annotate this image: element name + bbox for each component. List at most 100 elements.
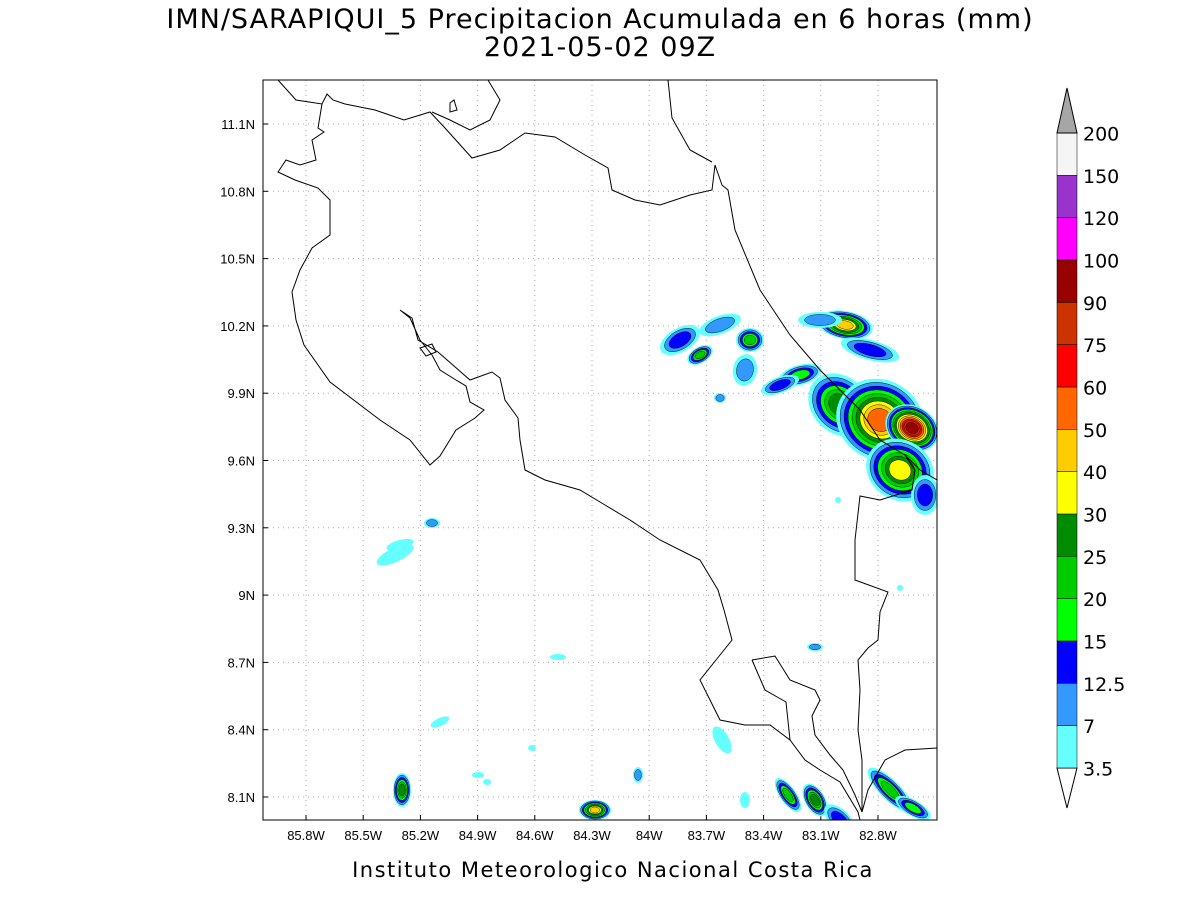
colorbar-segment	[1056, 556, 1078, 599]
precip-area	[888, 459, 912, 481]
colorbar-segment	[1056, 302, 1078, 345]
lon-tick-label: 83.1W	[802, 828, 840, 843]
lat-tick-label: 9.9N	[228, 386, 255, 401]
precip-area	[634, 769, 642, 781]
colorbar-segment	[1056, 683, 1078, 726]
colorbar-segment	[1056, 513, 1078, 557]
precip-area	[740, 792, 750, 808]
colorbar-label: 150	[1083, 166, 1119, 188]
colorbar-segment	[1056, 429, 1078, 472]
lon-tick-label: 83.7W	[688, 828, 726, 843]
precip-area	[430, 716, 450, 728]
precip-area	[782, 787, 794, 803]
precip-area	[897, 585, 903, 591]
precip-area	[528, 745, 536, 751]
colorbar-segment	[1056, 259, 1078, 303]
lat-tick-label: 8.4N	[228, 723, 255, 738]
colorbar-label: 7	[1083, 716, 1095, 738]
colorbar-segment	[1056, 598, 1078, 642]
island	[419, 343, 437, 357]
precip-area	[590, 806, 601, 814]
precip-area	[483, 779, 491, 785]
precip-area	[376, 544, 414, 566]
plot-frame	[262, 79, 938, 821]
precipitation	[376, 310, 937, 820]
subtitle: 2021-05-02 09Z	[484, 32, 716, 63]
title: IMN/SARAPIQUI_5 Precipitacion Acumulada …	[166, 4, 1033, 35]
colorbar-segment	[1056, 132, 1078, 176]
precip-area	[853, 342, 887, 358]
precip-area	[736, 358, 754, 382]
precip-area	[694, 350, 706, 360]
precip-area	[904, 802, 922, 814]
lon-tick-label: 84.6W	[516, 828, 554, 843]
footer: Instituto Meteorologico Nacional Costa R…	[352, 858, 874, 882]
precip-area	[715, 394, 725, 402]
precip-area	[905, 422, 919, 434]
precip-area	[831, 811, 849, 820]
colorbar-label: 25	[1083, 547, 1107, 569]
lon-tick-label: 85.5W	[344, 828, 382, 843]
lon-tick-label: 84.3W	[573, 828, 611, 843]
precip-area	[804, 314, 836, 326]
precip-area	[712, 726, 732, 754]
precip-area	[810, 793, 820, 807]
colorbar-label: 120	[1083, 208, 1119, 230]
precip-area	[550, 654, 566, 660]
lon-tick-label: 82.8W	[859, 828, 897, 843]
colorbar-segment	[1056, 471, 1078, 515]
lon-tick-label: 85.2W	[402, 828, 440, 843]
colorbar-label: 40	[1083, 462, 1107, 484]
colorbar-label: 50	[1083, 420, 1107, 442]
colorbar-label: 75	[1083, 335, 1107, 357]
colorbar-label: 15	[1083, 631, 1107, 653]
precip-area	[472, 772, 484, 778]
colorbar-label: 20	[1083, 589, 1107, 611]
colorbar-segment	[1056, 217, 1078, 261]
lat-tick-label: 8.1N	[228, 790, 255, 805]
coastline	[277, 103, 861, 820]
island	[449, 99, 458, 113]
colorbar-label: 100	[1083, 250, 1119, 272]
coastline	[751, 659, 791, 741]
coastline	[751, 655, 863, 813]
colorbar-label: 60	[1083, 377, 1107, 399]
colorbar-label: 200	[1083, 124, 1119, 146]
colorbar-above	[1056, 87, 1078, 134]
precip-area	[398, 783, 406, 797]
lat-tick-label: 9.6N	[228, 454, 255, 469]
precip-area	[835, 497, 841, 503]
colorbar-label: 3.5	[1083, 758, 1113, 780]
precip-area	[386, 538, 414, 552]
lat-tick-label: 10.8N	[220, 184, 255, 199]
colorbar-segment	[1056, 640, 1078, 684]
precip-area	[769, 379, 791, 391]
precip-area	[705, 316, 735, 334]
colorbar-segment	[1056, 175, 1078, 218]
precip-area	[668, 331, 692, 349]
coastlines	[277, 80, 937, 820]
colorbar-label: 90	[1083, 293, 1107, 315]
coastline	[277, 80, 723, 206]
lon-tick-label: 84.9W	[459, 828, 497, 843]
coastline	[854, 454, 916, 812]
precip-area	[426, 519, 438, 527]
lat-tick-label: 9.3N	[228, 521, 255, 536]
lat-tick-label: 10.2N	[220, 319, 255, 334]
colorbar-label: 12.5	[1083, 674, 1125, 696]
colorbar-segment	[1056, 725, 1078, 769]
lon-tick-label: 83.4W	[745, 828, 783, 843]
lat-tick-label: 11.1N	[221, 117, 255, 132]
lat-tick-label: 9N	[238, 588, 255, 603]
colorbar-below	[1056, 767, 1078, 809]
lat-tick-label: 8.7N	[228, 655, 255, 670]
precip-area	[917, 483, 933, 507]
precip-area	[809, 644, 821, 651]
lon-tick-label: 85.8W	[287, 828, 325, 843]
coastline	[721, 184, 937, 481]
colorbar: 3.5 7 12.5 15 20 25 30 40 50 60 75 90 100 120 150 200	[1056, 87, 1125, 809]
colorbar-segment	[1056, 386, 1078, 430]
colorbar-segment	[1056, 344, 1078, 388]
coastline	[431, 80, 501, 131]
